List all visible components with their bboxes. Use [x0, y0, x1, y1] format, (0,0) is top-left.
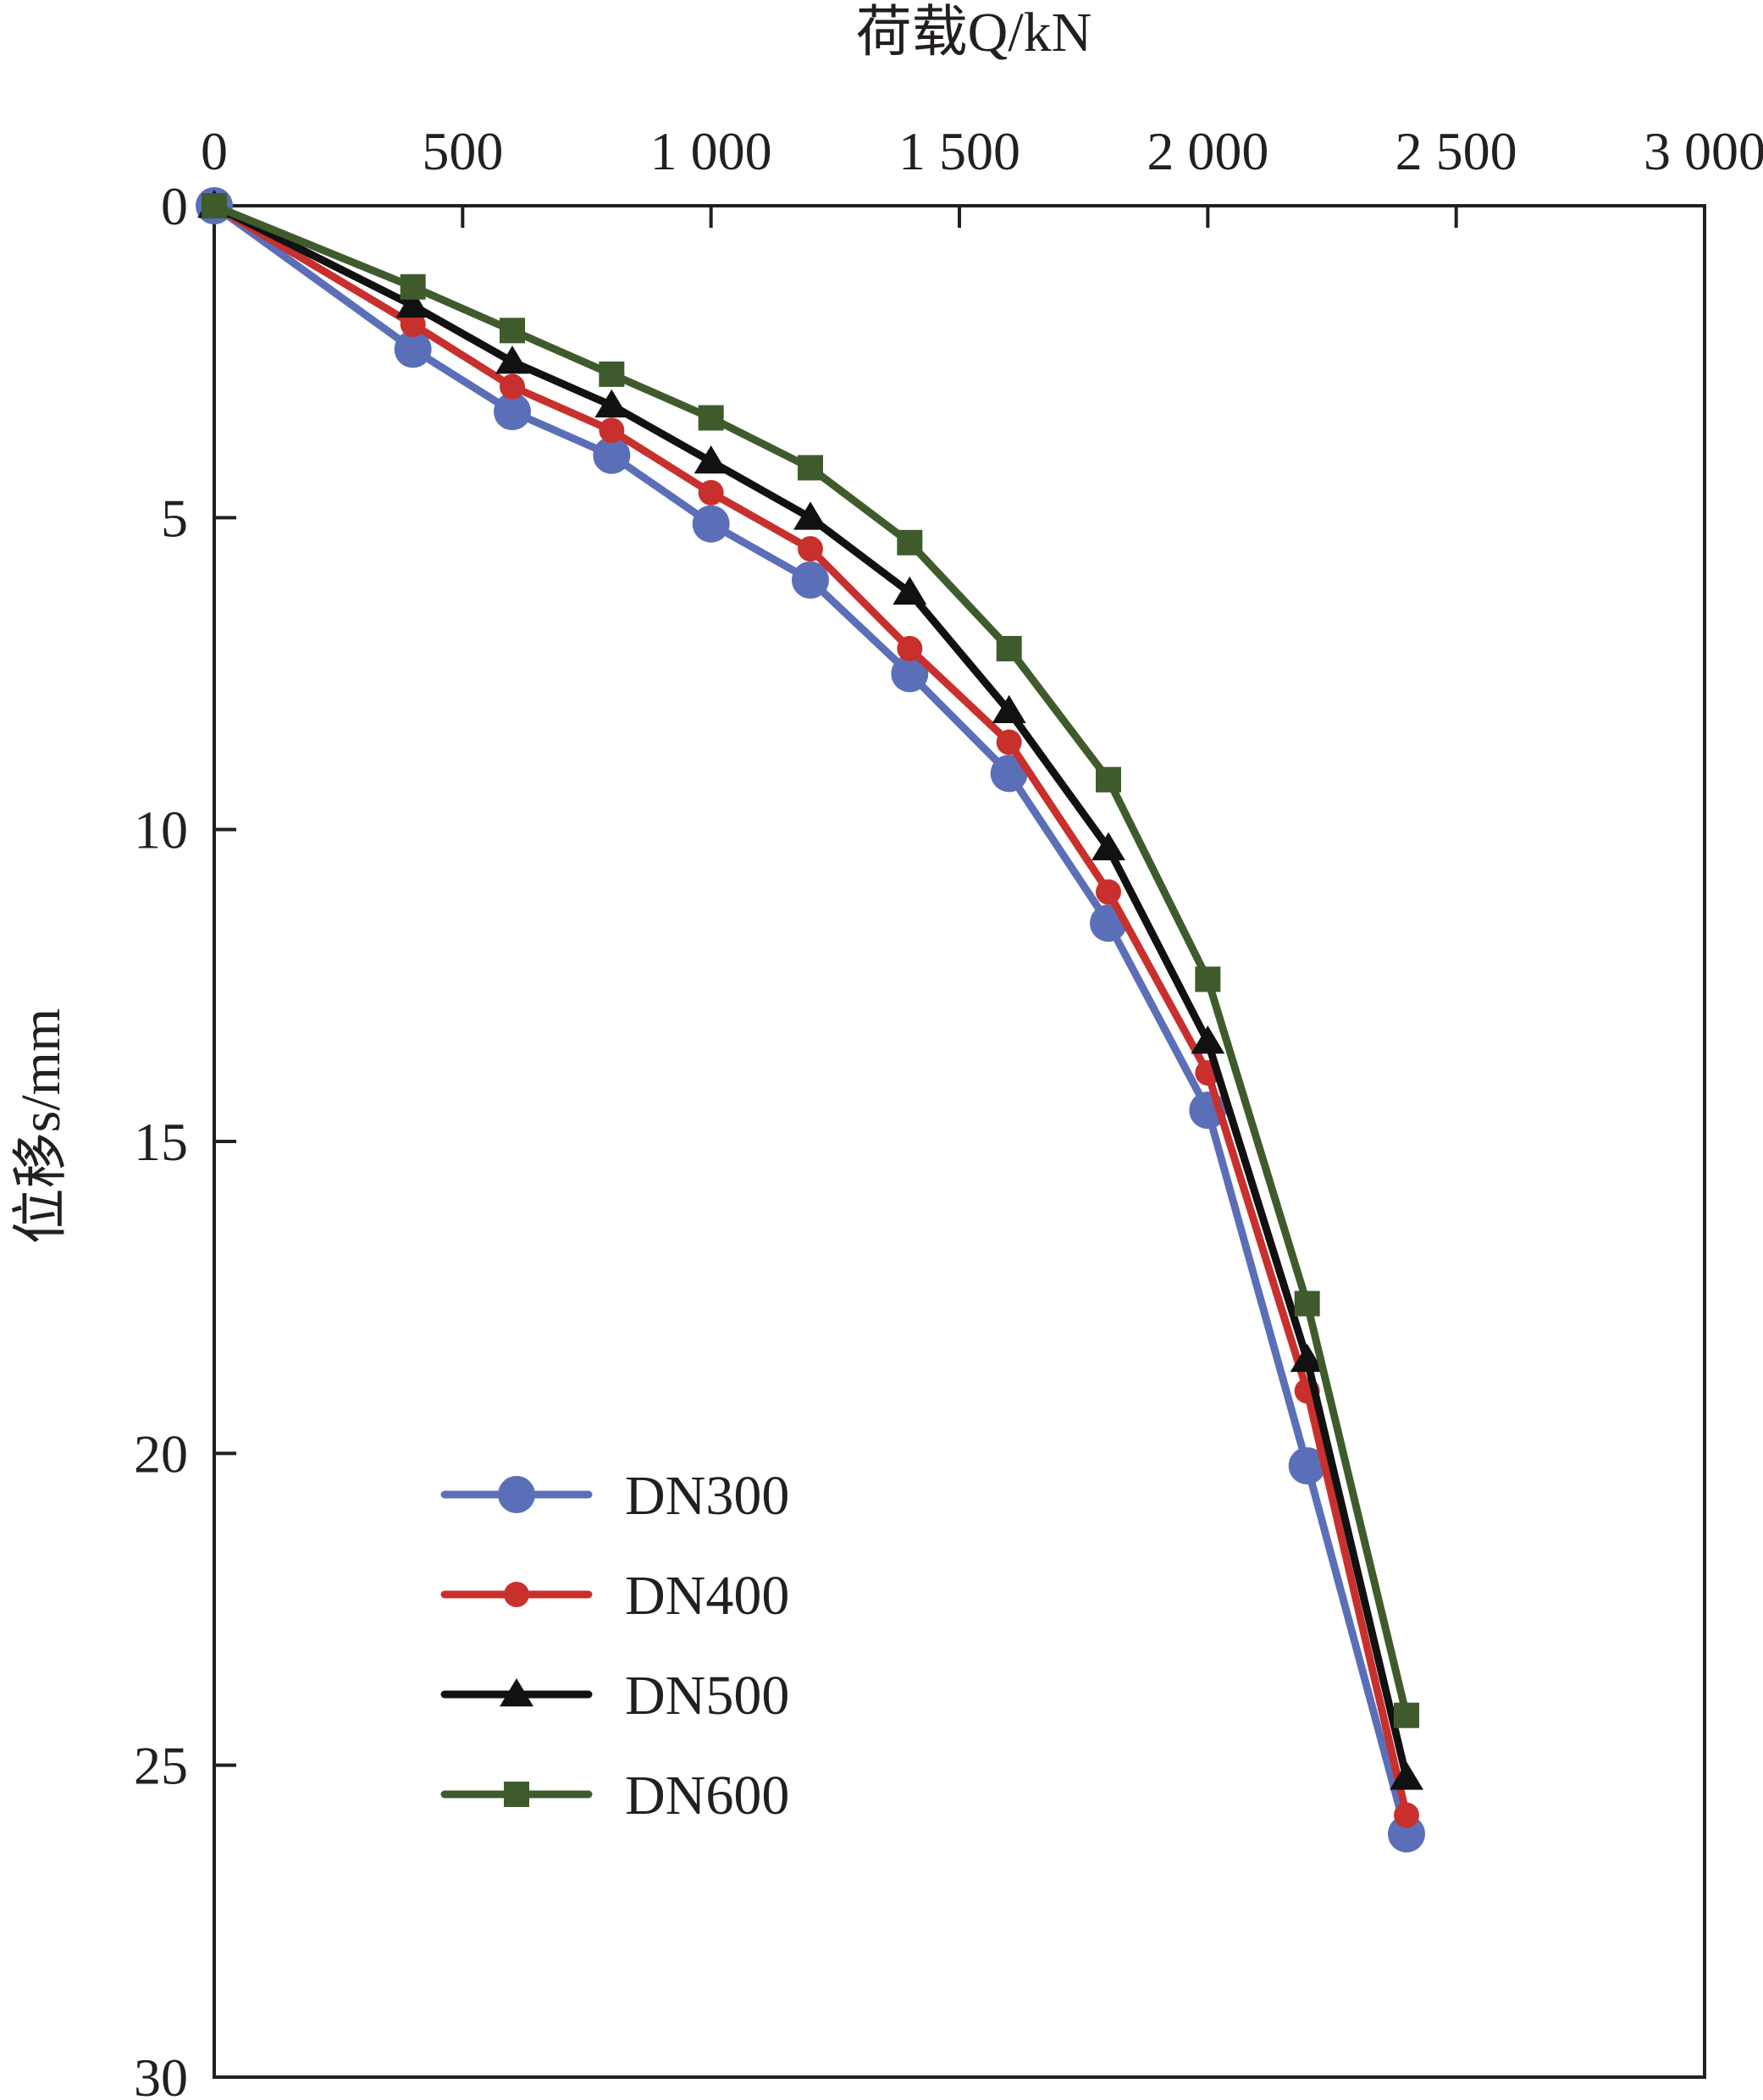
- x-tick-label: 2 000: [1147, 121, 1268, 181]
- data-point-dn300: [891, 655, 929, 693]
- data-point-dn400: [798, 536, 823, 562]
- data-point-dn400: [400, 311, 426, 337]
- x-tick-label: 1 500: [898, 121, 1020, 181]
- data-point-dn500: [495, 345, 529, 374]
- legend-marker: [504, 1782, 529, 1807]
- data-point-dn600: [897, 529, 923, 555]
- data-point-dn600: [798, 455, 823, 481]
- data-point-dn600: [1294, 1290, 1320, 1317]
- legend-marker: [504, 1582, 529, 1607]
- data-point-dn500: [793, 501, 827, 530]
- x-tick-label: 2 500: [1395, 121, 1517, 181]
- data-point-dn400: [500, 373, 525, 400]
- data-point-dn600: [500, 318, 525, 344]
- series-dn400: [202, 193, 1419, 1828]
- data-point-dn400: [897, 636, 923, 662]
- y-tick-label: 25: [134, 1736, 188, 1796]
- data-point-dn300: [692, 505, 730, 543]
- series-line-dn600: [210, 202, 1411, 1720]
- x-axis-title: 荷载Q/kN: [856, 2, 1092, 64]
- legend-item-dn400: DN400: [440, 1565, 789, 1627]
- data-point-dn300: [394, 330, 432, 368]
- y-tick-label: 30: [134, 2048, 188, 2100]
- data-point-dn500: [395, 289, 430, 318]
- data-point-dn600: [996, 636, 1022, 662]
- legend-label: DN500: [625, 1665, 789, 1727]
- data-point-dn600: [1096, 766, 1121, 793]
- data-point-dn600: [698, 405, 724, 431]
- data-point-dn300: [792, 561, 829, 599]
- series-dn300: [196, 187, 1425, 1853]
- legend-label: DN600: [625, 1765, 789, 1826]
- data-point-dn600: [1195, 966, 1221, 992]
- legend-item-dn300: DN300: [440, 1465, 789, 1527]
- legend-marker: [498, 1476, 535, 1513]
- data-point-dn500: [893, 576, 927, 605]
- data-point-dn600: [400, 274, 426, 300]
- data-point-dn600: [1394, 1702, 1419, 1728]
- x-tick-label: 1 000: [650, 121, 772, 181]
- y-axis-title: 位移s/mm: [10, 1009, 72, 1245]
- data-point-dn500: [1290, 1343, 1324, 1373]
- data-point-dn400: [996, 729, 1022, 755]
- legend-marker: [500, 1678, 533, 1707]
- series-line-dn400: [210, 202, 1411, 1820]
- series-dn600: [202, 193, 1419, 1728]
- series-line-dn500: [210, 202, 1411, 1782]
- data-point-dn500: [1390, 1761, 1423, 1790]
- y-tick-label: 20: [134, 1423, 188, 1484]
- y-tick-label: 15: [134, 1112, 188, 1172]
- data-point-dn300: [990, 754, 1028, 793]
- data-point-dn600: [202, 193, 227, 218]
- axis-ticks: 0 500 1 000 1 500 2 000 2 500 3 000 0 5 10 15 20 25 3…: [134, 121, 1763, 2100]
- data-point-dn500: [1092, 832, 1125, 861]
- x-tick-label: 3 000: [1644, 121, 1763, 181]
- legend: DN300 DN400 DN500 DN600: [440, 1465, 789, 1826]
- data-point-dn300: [593, 436, 631, 474]
- data-series: [196, 187, 1425, 1853]
- series-line-dn300: [210, 202, 1411, 1838]
- data-point-dn400: [698, 479, 724, 506]
- data-point-dn400: [599, 417, 625, 444]
- data-point-dn300: [1388, 1815, 1425, 1853]
- y-tick-label: 10: [134, 800, 188, 860]
- x-tick-label: 0: [201, 121, 228, 181]
- data-point-dn400: [1096, 879, 1121, 905]
- plot-frame: [213, 204, 1706, 2079]
- data-point-dn400: [1394, 1802, 1419, 1828]
- data-point-dn500: [594, 389, 629, 417]
- data-point-dn600: [599, 361, 625, 387]
- legend-label: DN300: [625, 1465, 789, 1527]
- data-point-dn300: [494, 393, 531, 431]
- series-dn500: [197, 190, 1423, 1790]
- data-point-dn300: [1288, 1447, 1326, 1485]
- data-point-dn500: [694, 445, 728, 474]
- legend-item-dn600: DN600: [440, 1765, 789, 1826]
- legend-item-dn500: DN500: [440, 1665, 789, 1727]
- y-tick-label: 5: [161, 488, 188, 548]
- data-point-dn500: [1191, 1025, 1225, 1054]
- data-point-dn500: [992, 694, 1026, 723]
- x-tick-label: 500: [422, 121, 503, 181]
- y-tick-label: 0: [161, 176, 188, 236]
- legend-label: DN400: [625, 1565, 789, 1627]
